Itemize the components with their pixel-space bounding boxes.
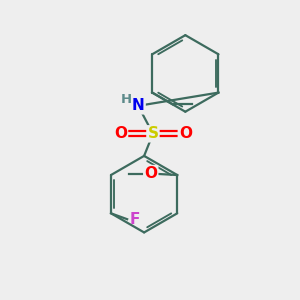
- Text: F: F: [130, 212, 140, 227]
- Text: O: O: [144, 166, 157, 181]
- Text: H: H: [120, 93, 131, 106]
- Text: O: O: [114, 126, 127, 141]
- Text: O: O: [179, 126, 192, 141]
- Text: S: S: [147, 126, 158, 141]
- Text: N: N: [132, 98, 145, 113]
